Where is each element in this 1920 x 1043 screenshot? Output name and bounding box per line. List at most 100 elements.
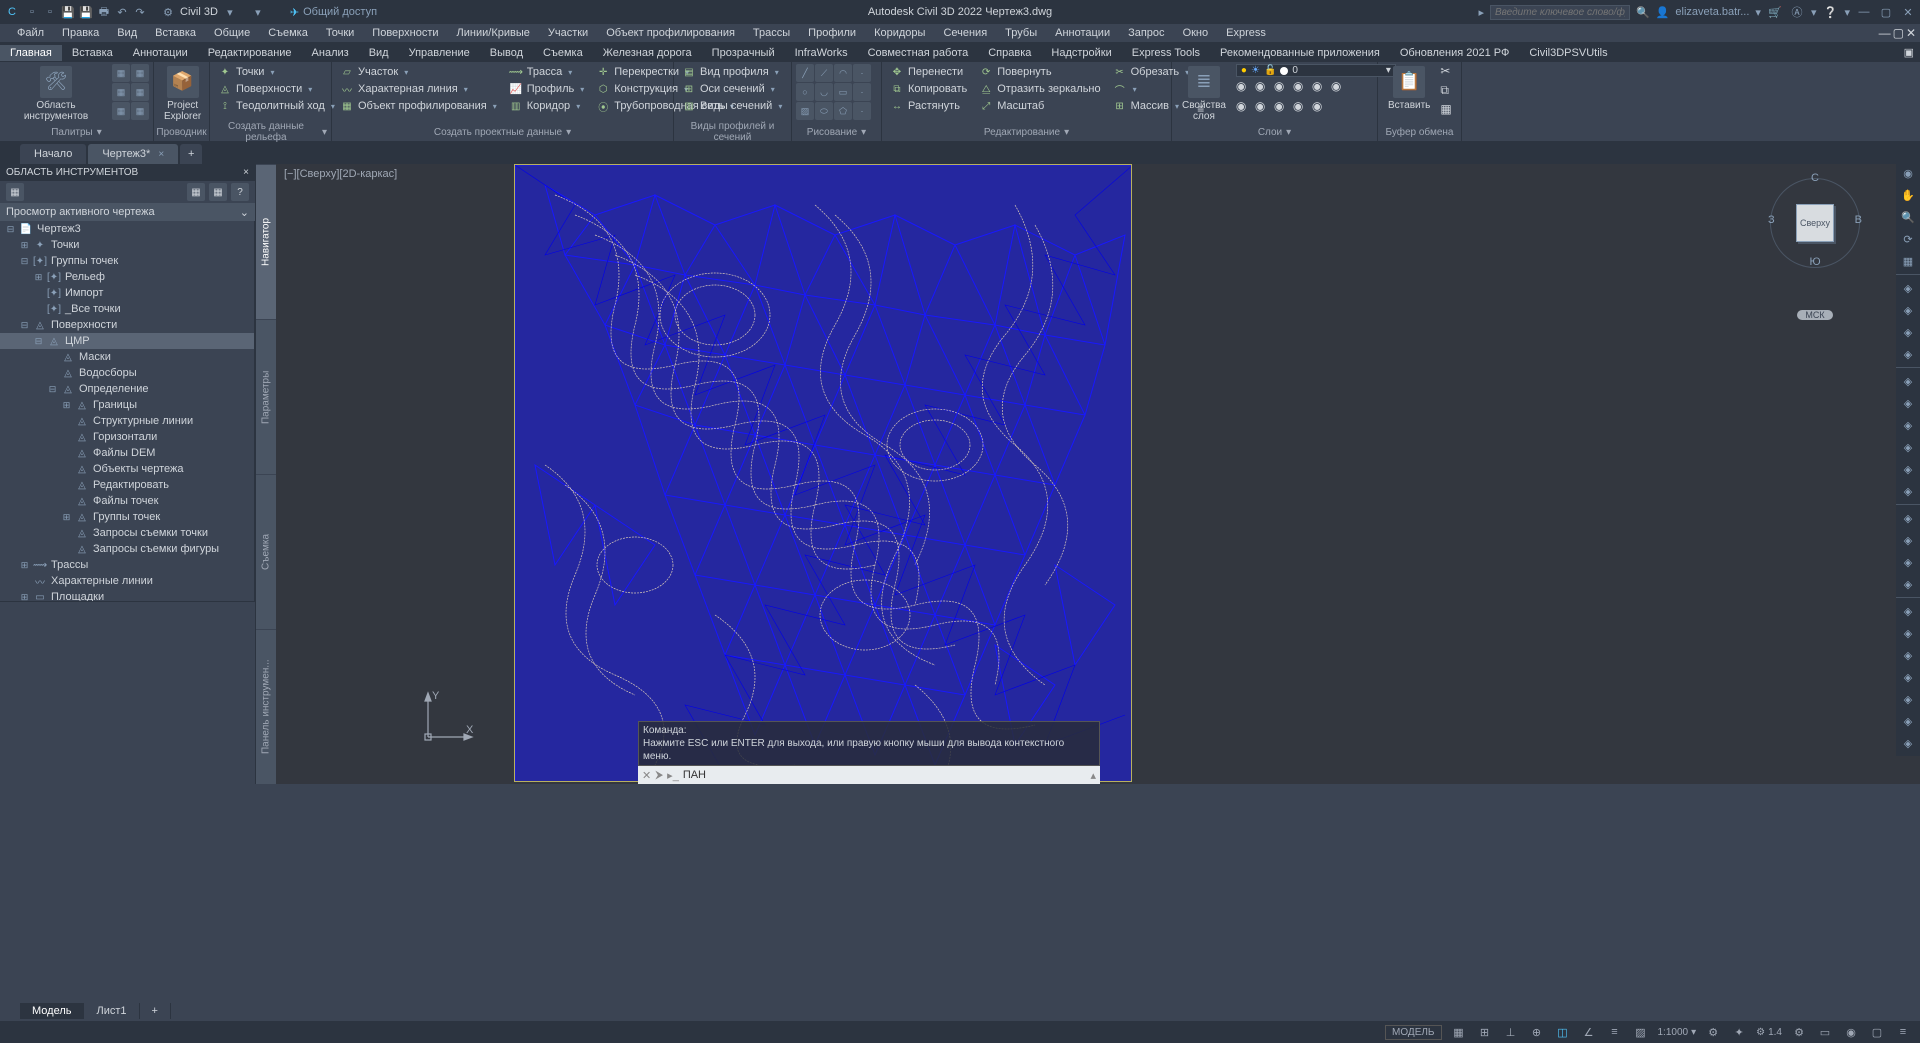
viewcube[interactable]: С З В Ю Сверху МСК	[1770, 174, 1860, 294]
parcel-button[interactable]: ▱Участок▾	[336, 64, 501, 80]
palette-icon[interactable]: ▦	[131, 83, 149, 101]
search-icon[interactable]: 🔍	[1636, 6, 1650, 19]
snap-icon[interactable]: ⊞	[1476, 1023, 1494, 1041]
tree-node[interactable]: ⊞◬Группы точек	[0, 509, 254, 525]
tab-settings[interactable]: Параметры	[256, 319, 276, 474]
menu-survey[interactable]: Съемка	[259, 25, 317, 41]
mdi-min-icon[interactable]: —	[1879, 26, 1891, 40]
tab-collab[interactable]: Совместная работа	[858, 45, 979, 61]
layer-tool-icon[interactable]: ◉	[1274, 99, 1292, 117]
autodesk-icon[interactable]: Ⓐ	[1789, 4, 1805, 20]
rect-icon[interactable]: ·	[853, 83, 871, 101]
clip-icon[interactable]: ⧉	[1440, 83, 1458, 101]
tab-rail[interactable]: Железная дорога	[593, 45, 702, 61]
expand-icon[interactable]: ⊞	[20, 240, 29, 251]
expand-icon[interactable]: ⊞	[20, 592, 29, 602]
surfaces-button[interactable]: ◬Поверхности▾	[214, 81, 339, 97]
tree-node[interactable]: ⊞[✦]Рельеф	[0, 269, 254, 285]
open-icon[interactable]: ▫	[42, 4, 58, 20]
tab-model[interactable]: Модель	[20, 1003, 84, 1019]
palette-icon[interactable]: ▦	[112, 102, 130, 120]
corridor-button[interactable]: ▥Коридор▾	[505, 98, 589, 114]
points-button[interactable]: ✦Точки▾	[214, 64, 339, 80]
menu-general[interactable]: Общие	[205, 25, 259, 41]
anno-icon[interactable]: ⚙	[1704, 1023, 1722, 1041]
layerprops-button[interactable]: ≣Свойства слоя	[1176, 64, 1232, 124]
hatch-icon[interactable]: ▨	[796, 102, 814, 120]
tool-icon[interactable]: ◈	[1896, 688, 1920, 710]
alignment-button[interactable]: ⟿Трасса▾	[505, 64, 589, 80]
command-line[interactable]: ✕ ⮞ ▸_ ПАН ▴	[638, 766, 1100, 784]
copy-button[interactable]: ⧉Копировать	[886, 81, 971, 97]
featureline-button[interactable]: 〰Характерная линия▾	[336, 81, 501, 97]
arc-icon[interactable]: ◠	[834, 64, 852, 82]
menu-express[interactable]: Express	[1217, 25, 1275, 41]
tab-survey[interactable]: Съемка	[533, 45, 593, 61]
tab-manage[interactable]: Управление	[399, 45, 480, 61]
viewcube-cs[interactable]: МСК	[1797, 310, 1832, 320]
expand-icon[interactable]: ⊟	[48, 384, 57, 395]
tab-output[interactable]: Вывод	[480, 45, 533, 61]
isolate-icon[interactable]: ▭	[1816, 1023, 1834, 1041]
tool-icon[interactable]: ◈	[1896, 551, 1920, 573]
workspace-icon[interactable]: ⚙	[1790, 1023, 1808, 1041]
tree-node[interactable]: ⊟[✦]Группы точек	[0, 253, 254, 269]
ortho-icon[interactable]: ⊥	[1502, 1023, 1520, 1041]
tool-icon[interactable]: ◈	[1896, 321, 1920, 343]
help-icon[interactable]: ❔	[1822, 4, 1838, 20]
layer-tool-icon[interactable]: ◉	[1312, 79, 1330, 97]
tree-node[interactable]: [✦]Импорт	[0, 285, 254, 301]
tree-node[interactable]: ⊟◬ЦМР	[0, 333, 254, 349]
tab-toolbox[interactable]: Панель инструмен...	[256, 629, 276, 784]
tab-infraworks[interactable]: InfraWorks	[785, 45, 858, 61]
tool-icon[interactable]: ◈	[1896, 507, 1920, 529]
rotate-button[interactable]: ⟳Повернуть	[975, 64, 1104, 80]
palette-icon[interactable]: ▦	[131, 64, 149, 82]
expand-icon[interactable]: ⊞	[20, 560, 29, 571]
layer-tool-icon[interactable]: ◉	[1255, 79, 1273, 97]
tab-transparent[interactable]: Прозрачный	[702, 45, 785, 61]
tool-icon[interactable]: ◈	[1896, 529, 1920, 551]
clean-icon[interactable]: ▢	[1868, 1023, 1886, 1041]
layer-tool-icon[interactable]: ◉	[1255, 99, 1273, 117]
menu-edit[interactable]: Правка	[53, 25, 108, 41]
viewcube-s[interactable]: Ю	[1809, 256, 1820, 268]
palette-icon[interactable]: ▦	[131, 102, 149, 120]
tab-prospector[interactable]: Навигатор	[256, 164, 276, 319]
viewcube-w[interactable]: З	[1768, 214, 1775, 226]
drawing-content[interactable]	[514, 164, 1132, 782]
tab-layout1[interactable]: Лист1	[84, 1003, 139, 1019]
mdi-close-icon[interactable]: ✕	[1906, 26, 1916, 40]
tab-analyze[interactable]: Анализ	[302, 45, 359, 61]
tree-node[interactable]: ◬Горизонтали	[0, 429, 254, 445]
workspace-switcher[interactable]: ⚙ Civil 3D ▾	[160, 4, 238, 20]
scale-button[interactable]: ⤢Масштаб	[975, 98, 1104, 114]
tool-icon[interactable]: ◈	[1896, 600, 1920, 622]
tree-node[interactable]: ◬Структурные линии	[0, 413, 254, 429]
tab-updates[interactable]: Обновления 2021 РФ	[1390, 45, 1520, 61]
menu-window[interactable]: Окно	[1174, 25, 1218, 41]
menu-profiles[interactable]: Профили	[799, 25, 865, 41]
user-name[interactable]: elizaveta.batr...	[1675, 6, 1749, 18]
expand-icon[interactable]: ⊟	[20, 256, 29, 267]
grid-icon[interactable]: ▦	[1450, 1023, 1468, 1041]
orbit-icon[interactable]: ⟳	[1896, 228, 1920, 250]
tree-node[interactable]: ◬Запросы съемки точки	[0, 525, 254, 541]
ellipse-icon[interactable]: ⬭	[815, 102, 833, 120]
layer-tool-icon[interactable]: ◉	[1331, 79, 1349, 97]
share-button[interactable]: ✈ Общий доступ	[290, 6, 377, 19]
menu-file[interactable]: Файл	[8, 25, 53, 41]
pline-icon[interactable]: ⟋	[815, 64, 833, 82]
toolspace-button[interactable]: 🛠Область инструментов	[4, 64, 108, 124]
viewcube-face[interactable]: Сверху	[1796, 204, 1834, 242]
tool-icon[interactable]: ◈	[1896, 299, 1920, 321]
tree-node[interactable]: ⊟◬Определение	[0, 381, 254, 397]
pan-icon[interactable]: ✋	[1896, 184, 1920, 206]
menu-sections[interactable]: Сечения	[934, 25, 996, 41]
palette-icon[interactable]: ▦	[6, 183, 24, 201]
close-button[interactable]: ✕	[1900, 4, 1916, 20]
tree-node[interactable]: [✦]_Все точки	[0, 301, 254, 317]
custom-icon[interactable]: ≡	[1894, 1023, 1912, 1041]
layer-tool-icon[interactable]: ◉	[1293, 99, 1311, 117]
close-icon[interactable]: ×	[243, 167, 249, 178]
